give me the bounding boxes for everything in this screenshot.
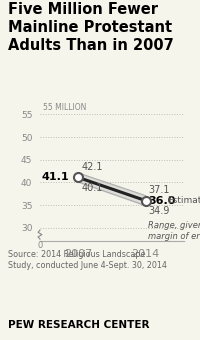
Text: Source: 2014 Religious Landscape
Study, conducted June 4-Sept. 30, 2014: Source: 2014 Religious Landscape Study, …: [8, 250, 167, 270]
Text: 0: 0: [37, 241, 43, 250]
Text: 34.9: 34.9: [148, 206, 170, 217]
Text: Range, given
margin of error: Range, given margin of error: [148, 221, 200, 241]
Text: 41.1: 41.1: [41, 172, 69, 183]
Text: Five Million Fewer
Mainline Protestant
Adults Than in 2007: Five Million Fewer Mainline Protestant A…: [8, 2, 174, 53]
Text: PEW RESEARCH CENTER: PEW RESEARCH CENTER: [8, 320, 150, 329]
Text: 36.0: 36.0: [148, 195, 176, 206]
Text: 42.1: 42.1: [81, 162, 103, 172]
Text: 37.1: 37.1: [148, 185, 170, 195]
Text: 55 MILLION: 55 MILLION: [43, 103, 86, 112]
Text: 40.1: 40.1: [81, 183, 103, 193]
Text: Estimate: Estimate: [167, 196, 200, 205]
